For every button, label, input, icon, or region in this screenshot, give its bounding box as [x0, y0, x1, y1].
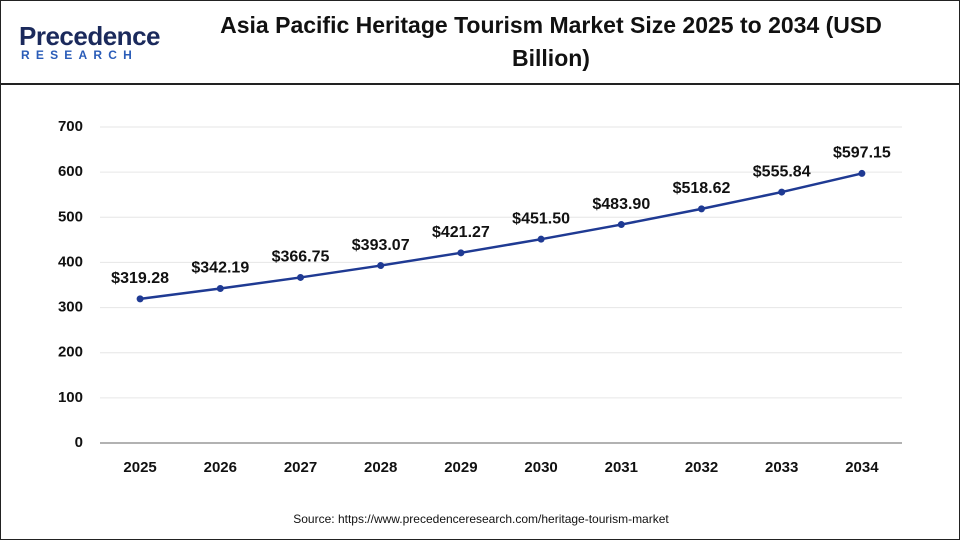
- y-tick-label: 0: [75, 434, 83, 451]
- line: [139, 172, 863, 301]
- point: [537, 235, 545, 243]
- x-tick-label: 2025: [123, 459, 156, 476]
- x-tick-label: 2032: [685, 459, 718, 476]
- y-tick-label: 200: [58, 344, 83, 361]
- x-tick-label: 2028: [364, 459, 397, 476]
- value-label: $518.62: [673, 180, 731, 197]
- point: [617, 221, 625, 229]
- point: [778, 188, 786, 196]
- value-label: $597.15: [833, 145, 891, 162]
- header: Precedence RESEARCH Asia Pacific Heritag…: [1, 1, 959, 85]
- point: [457, 249, 465, 257]
- value-label: $366.75: [272, 249, 330, 266]
- y-tick-label: 600: [58, 163, 83, 180]
- y-tick-label: 300: [58, 299, 83, 316]
- x-tick-label: 2030: [524, 459, 557, 476]
- y-tick-label: 100: [58, 389, 83, 406]
- logo-tagline: RESEARCH: [21, 48, 138, 62]
- value-label: $319.28: [111, 270, 169, 287]
- point: [216, 285, 224, 293]
- x-tick-label: 2026: [204, 459, 237, 476]
- value-label: $451.50: [512, 210, 570, 227]
- value-label: $342.19: [191, 260, 249, 277]
- chart-title: Asia Pacific Heritage Tourism Market Siz…: [220, 12, 882, 71]
- x-tick-label: 2031: [605, 459, 638, 476]
- x-tick-label: 2027: [284, 459, 317, 476]
- point: [297, 273, 304, 281]
- logo-name: Precedence: [19, 21, 160, 51]
- y-tick-label: 700: [58, 118, 83, 135]
- x-tick-label: 2029: [444, 459, 477, 476]
- x-tick-label: 2033: [765, 459, 798, 476]
- value-label: $393.07: [352, 237, 410, 254]
- value-label: $421.27: [432, 224, 490, 241]
- value-label: $555.84: [753, 163, 811, 180]
- y-tick-label: 500: [58, 208, 83, 225]
- value-label: $483.90: [592, 196, 650, 213]
- x-tick-label: 2034: [845, 459, 879, 476]
- source: Source: https://www.precedenceresearch.c…: [293, 512, 669, 526]
- point: [377, 262, 385, 270]
- y-tick-label: 400: [58, 253, 83, 270]
- point: [136, 295, 144, 303]
- point: [698, 205, 705, 213]
- point: [858, 169, 866, 177]
